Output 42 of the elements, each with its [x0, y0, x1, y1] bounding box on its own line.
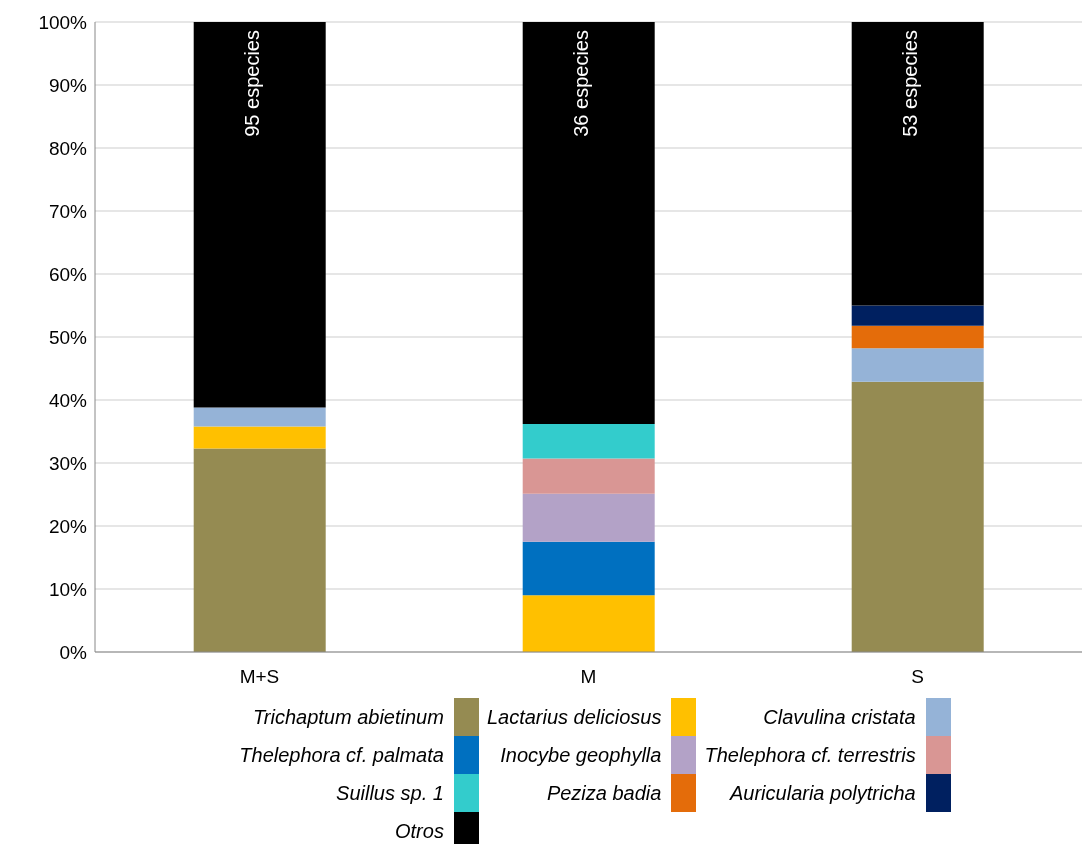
bar: [522, 423, 655, 459]
y-tick-label: 20%: [48, 515, 88, 537]
bar: [851, 325, 984, 349]
y-tick-label: 90%: [48, 74, 88, 96]
bar: [193, 426, 326, 449]
bar: [851, 305, 984, 326]
x-tick-label: S: [911, 666, 924, 688]
y-tick-label: 30%: [48, 452, 88, 474]
legend-label: Thelephora cf. palmata: [239, 743, 444, 767]
y-tick-label: 70%: [48, 200, 88, 222]
legend-label: Otros: [395, 819, 444, 843]
bar: [193, 22, 326, 408]
bar: [193, 407, 326, 427]
y-tick-label: 80%: [48, 137, 88, 159]
y-tick-label: 50%: [48, 326, 88, 348]
legend-label: Clavulina cristata: [763, 705, 916, 729]
bar: [851, 348, 984, 382]
x-tick-label: M: [580, 666, 597, 688]
annotation: 95 especies: [240, 30, 263, 137]
y-tick-label: 10%: [48, 578, 88, 600]
bar: [851, 381, 984, 652]
legend-label: Inocybe geophylla: [500, 743, 662, 767]
bar: [522, 595, 655, 652]
bar: [193, 448, 326, 652]
y-tick-label: 40%: [48, 389, 88, 411]
legend-label: Lactarius deliciosus: [486, 705, 662, 729]
annotation: 53 especies: [898, 30, 921, 137]
legend-label: Auricularia polytricha: [730, 781, 916, 805]
x-tick-label: M+S: [239, 666, 280, 688]
bar: [522, 541, 655, 596]
y-tick-label: 60%: [48, 263, 88, 285]
legend-label: Trichaptum abietinum: [253, 705, 444, 729]
bar: [522, 493, 655, 542]
bar: [522, 22, 655, 424]
annotation: 36 especies: [569, 30, 592, 137]
bar: [851, 22, 984, 306]
legend-label: Thelephora cf. terrestris: [704, 743, 916, 767]
y-tick-label: 0%: [59, 641, 88, 663]
legend-label: Peziza badia: [546, 781, 662, 805]
y-tick-label: 100%: [38, 11, 88, 33]
bar: [522, 458, 655, 494]
legend-label: Suillus sp. 1: [336, 781, 444, 805]
